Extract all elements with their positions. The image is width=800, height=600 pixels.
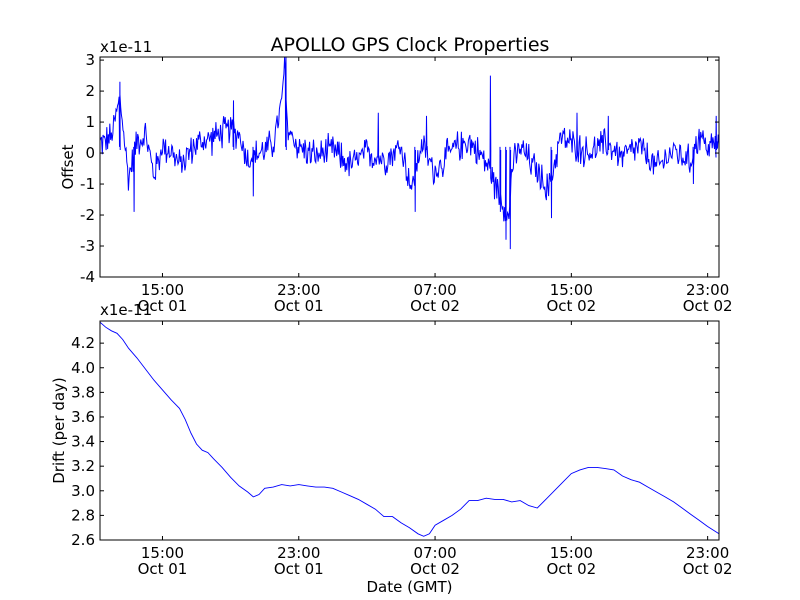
drift-ylabel: Drift (per day) — [50, 377, 68, 484]
offset-xtick-date-label: Oct 02 — [683, 297, 733, 315]
drift-ytick-label: 3.8 — [71, 383, 95, 401]
drift-xtick-time-label: 23:00 — [686, 544, 729, 562]
drift-ytick-label: 3.4 — [71, 433, 95, 451]
drift-ytick-label: 4.0 — [71, 359, 95, 377]
drift-xtick-time-label: 15:00 — [141, 544, 184, 562]
offset-xtick-time-label: 15:00 — [141, 281, 184, 299]
offset-ytick-label: -2 — [80, 206, 95, 224]
drift-ytick-label: 3.2 — [71, 457, 95, 475]
drift-ytick-label: 3.6 — [71, 408, 95, 426]
drift-ytick-label: 4.2 — [71, 334, 95, 352]
drift-xtick-time-label: 23:00 — [277, 544, 320, 562]
drift-xtick-date-label: Oct 02 — [683, 560, 733, 578]
offset-xtick-time-label: 23:00 — [277, 281, 320, 299]
drift-xtick-time-label: 15:00 — [550, 544, 593, 562]
offset-ytick-label: -4 — [80, 268, 95, 286]
offset-ytick-label: 2 — [85, 82, 95, 100]
offset-xtick-date-label: Oct 02 — [410, 297, 460, 315]
drift-xtick-date-label: Oct 02 — [546, 560, 596, 578]
offset-ytick-label: -3 — [80, 237, 95, 255]
drift-ytick-label: 2.8 — [71, 506, 95, 524]
drift-xtick-date-label: Oct 02 — [410, 560, 460, 578]
offset-ytick-label: 0 — [85, 144, 95, 162]
drift-y-multiplier: x1e-11 — [100, 301, 152, 319]
drift-axes-frame — [99, 320, 720, 541]
chart-title: APOLLO GPS Clock Properties — [271, 34, 550, 56]
offset-xtick-time-label: 07:00 — [413, 281, 456, 299]
offset-xtick-date-label: Oct 01 — [138, 297, 188, 315]
drift-ytick-label: 2.6 — [71, 531, 95, 549]
offset-xtick-time-label: 23:00 — [686, 281, 729, 299]
offset-xtick-date-label: Oct 01 — [274, 297, 324, 315]
drift-ytick-label: 3.0 — [71, 482, 95, 500]
offset-ytick-label: 1 — [85, 113, 95, 131]
offset-xtick-time-label: 15:00 — [550, 281, 593, 299]
offset-ytick-label: 3 — [85, 51, 95, 69]
offset-y-multiplier: x1e-11 — [100, 38, 152, 56]
drift-xtick-date-label: Oct 01 — [138, 560, 188, 578]
drift-xtick-time-label: 07:00 — [413, 544, 456, 562]
offset-ytick-label: -1 — [80, 175, 95, 193]
drift-xlabel: Date (GMT) — [366, 578, 452, 596]
offset-ylabel: Offset — [59, 144, 77, 189]
offset-axes-frame — [99, 56, 720, 278]
offset-xtick-date-label: Oct 02 — [546, 297, 596, 315]
drift-series-line — [99, 321, 720, 537]
offset-series-line — [99, 56, 720, 250]
drift-xtick-date-label: Oct 01 — [274, 560, 324, 578]
